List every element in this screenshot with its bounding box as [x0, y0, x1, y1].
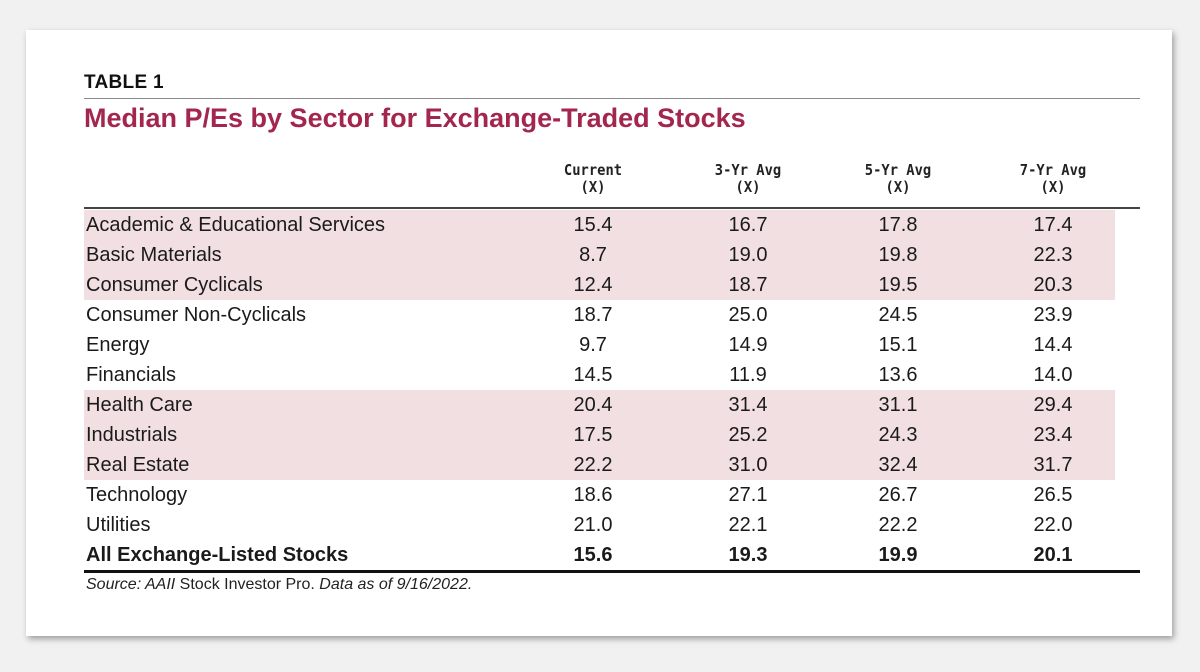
column-header-5yr-avg: 5-Yr Avg (X): [843, 162, 953, 196]
value-cell: 13.6: [878, 364, 918, 386]
value-cell: 17.5: [573, 424, 613, 446]
table-row: Utilities 21.0 22.1 22.2 22.0: [84, 510, 1115, 540]
value-cell: 18.7: [728, 274, 768, 296]
value-cell: 22.0: [1033, 514, 1073, 536]
source-product: Stock Investor Pro.: [175, 576, 315, 593]
sector-cell: Consumer Non-Cyclicals: [86, 304, 307, 326]
value-cell: 18.6: [573, 484, 613, 506]
table-row: Consumer Non-Cyclicals 18.7 25.0 24.5 23.9: [84, 300, 1115, 330]
table-title: Median P/Es by Sector for Exchange-Trade…: [84, 103, 746, 133]
column-header-current: Current (X): [538, 162, 648, 196]
column-header-line2: (X): [580, 178, 606, 196]
value-cell: 19.0: [728, 244, 768, 266]
source-suffix: Data as of 9/16/2022.: [314, 576, 473, 593]
table-label: TABLE 1: [84, 72, 164, 93]
value-cell: 19.5: [878, 274, 918, 296]
value-cell: 22.2: [573, 454, 613, 476]
value-cell: 15.6: [573, 544, 613, 566]
value-cell: 16.7: [728, 214, 768, 236]
sector-cell: Health Care: [86, 394, 193, 416]
value-cell: 22.1: [728, 514, 768, 536]
value-cell: 9.7: [579, 334, 607, 356]
value-cell: 20.1: [1033, 544, 1073, 566]
sector-cell: Academic & Educational Services: [86, 214, 386, 236]
sector-cell: Real Estate: [86, 454, 190, 476]
sector-cell: Energy: [86, 334, 150, 356]
column-header-7yr-avg: 7-Yr Avg (X): [998, 162, 1108, 196]
header-rule: [84, 207, 1140, 209]
sector-cell: All Exchange-Listed Stocks: [86, 544, 349, 566]
table-row: Basic Materials 8.7 19.0 19.8 22.3: [84, 240, 1115, 270]
column-header-line1: Current: [563, 161, 623, 179]
value-cell: 25.2: [728, 424, 768, 446]
column-header-3yr-avg: 3-Yr Avg (X): [693, 162, 803, 196]
value-cell: 24.3: [878, 424, 918, 446]
sector-cell: Financials: [86, 364, 177, 386]
column-header-line2: (X): [735, 178, 761, 196]
value-cell: 25.0: [728, 304, 768, 326]
table-row: Academic & Educational Services 15.4 16.7 1…: [84, 210, 1115, 240]
value-cell: 23.9: [1033, 304, 1073, 326]
table-row: Financials 14.5 11.9 13.6 14.0: [84, 360, 1115, 390]
value-cell: 17.4: [1033, 214, 1073, 236]
value-cell: 26.5: [1033, 484, 1073, 506]
table-total-row: All Exchange-Listed Stocks 15.6 19.3 19.9 20…: [84, 540, 1115, 570]
value-cell: 29.4: [1033, 394, 1073, 416]
column-header-line1: 7-Yr Avg: [1019, 161, 1087, 179]
value-cell: 19.8: [878, 244, 918, 266]
value-cell: 19.3: [728, 544, 768, 566]
value-cell: 8.7: [579, 244, 607, 266]
value-cell: 20.3: [1033, 274, 1073, 296]
value-cell: 11.9: [729, 364, 767, 386]
value-cell: 31.0: [728, 454, 768, 476]
value-cell: 22.3: [1033, 244, 1073, 266]
table-row: Consumer Cyclicals 12.4 18.7 19.5 20.3: [84, 270, 1115, 300]
sector-cell: Industrials: [86, 424, 178, 446]
value-cell: 23.4: [1033, 424, 1073, 446]
value-cell: 14.4: [1033, 334, 1073, 356]
column-header-row: Current (X) 3-Yr Avg (X) 5-Yr Avg (X) 7-…: [84, 162, 1140, 208]
value-cell: 31.7: [1033, 454, 1073, 476]
column-header-line1: 5-Yr Avg: [864, 161, 932, 179]
value-cell: 15.4: [573, 214, 613, 236]
value-cell: 14.9: [728, 334, 768, 356]
value-cell: 19.9: [878, 544, 918, 566]
column-header-line2: (X): [885, 178, 911, 196]
value-cell: 27.1: [728, 484, 768, 506]
value-cell: 20.4: [573, 394, 613, 416]
table-row: Industrials 17.5 25.2 24.3 23.4: [84, 420, 1115, 450]
table-row: Technology 18.6 27.1 26.7 26.5: [84, 480, 1115, 510]
sector-cell: Consumer Cyclicals: [86, 274, 263, 296]
value-cell: 26.7: [878, 484, 918, 506]
value-cell: 18.7: [573, 304, 613, 326]
value-cell: 24.5: [878, 304, 918, 326]
column-header-line1: 3-Yr Avg: [714, 161, 782, 179]
value-cell: 14.5: [573, 364, 613, 386]
sector-cell: Technology: [86, 484, 188, 506]
value-cell: 32.4: [878, 454, 918, 476]
table-card: TABLE 1 Median P/Es by Sector for Exchan…: [26, 30, 1172, 636]
value-cell: 17.8: [878, 214, 918, 236]
value-cell: 12.4: [573, 274, 613, 296]
value-cell: 22.2: [878, 514, 918, 536]
table-row: Health Care 20.4 31.4 31.1 29.4: [84, 390, 1115, 420]
value-cell: 31.1: [878, 394, 918, 416]
table-row: Energy 9.7 14.9 15.1 14.4: [84, 330, 1115, 360]
table-row: Real Estate 22.2 31.0 32.4 31.7: [84, 450, 1115, 480]
column-header-line2: (X): [1040, 178, 1066, 196]
value-cell: 14.0: [1033, 364, 1073, 386]
value-cell: 15.1: [878, 334, 918, 356]
bottom-rule: [84, 570, 1140, 573]
source-note: Source: AAII Stock Investor Pro. Data as…: [86, 576, 472, 594]
value-cell: 21.0: [573, 514, 613, 536]
sector-cell: Utilities: [86, 514, 151, 536]
title-rule: [84, 98, 1140, 99]
sector-cell: Basic Materials: [86, 244, 222, 266]
source-prefix: Source: AAII: [86, 576, 176, 593]
table-body: Academic & Educational Services 15.4 16.7 1…: [84, 210, 1140, 570]
value-cell: 31.4: [728, 394, 768, 416]
